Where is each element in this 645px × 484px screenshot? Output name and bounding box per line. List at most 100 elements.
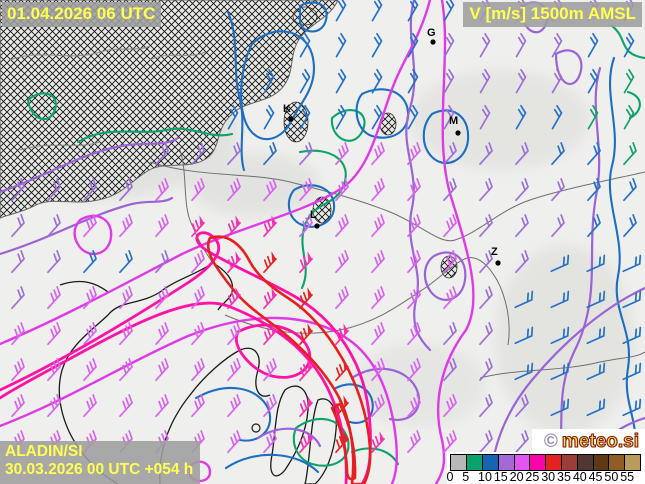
wind-barb xyxy=(155,394,169,418)
wind-barb xyxy=(263,215,277,238)
wind-barb xyxy=(155,250,169,274)
wind-barb xyxy=(119,250,133,274)
wind-barb xyxy=(155,142,169,166)
wind-barb xyxy=(407,142,421,166)
wind-barb xyxy=(227,322,241,346)
legend-swatch xyxy=(624,454,641,471)
wind-barb xyxy=(299,142,313,166)
legend-swatch xyxy=(608,454,626,471)
wind-barb xyxy=(371,32,383,58)
wind-barb xyxy=(227,287,241,310)
wind-barb xyxy=(263,104,275,130)
wind-barb xyxy=(587,68,599,94)
legend-tick-label: 15 xyxy=(493,470,508,484)
wind-barb xyxy=(371,214,385,238)
wind-barb xyxy=(263,178,277,202)
legend-number-row: 0 5 10 15 20 25 30 35 40 45 50 55 xyxy=(446,470,641,484)
wind-barb xyxy=(479,178,493,202)
legend-swatch xyxy=(482,454,499,471)
legend-swatch xyxy=(497,454,515,471)
wind-barb xyxy=(335,395,349,418)
wind-barb xyxy=(623,214,637,238)
city-markers: G M K L Z xyxy=(283,27,501,266)
legend-swatch xyxy=(592,454,610,471)
wind-barb xyxy=(191,178,205,202)
wind-barb xyxy=(586,254,606,273)
wind-barb xyxy=(622,326,642,345)
wind-barb xyxy=(479,322,493,346)
wind-barb xyxy=(407,214,421,238)
copyright-symbol: © xyxy=(543,431,558,452)
legend-swatch xyxy=(466,454,484,471)
wind-barb xyxy=(407,68,419,94)
wind-barb xyxy=(227,104,239,130)
wind-barb xyxy=(47,214,61,238)
wind-barb xyxy=(479,142,493,166)
legend-tick-label: 5 xyxy=(462,470,470,484)
model-name: ALADIN/SI xyxy=(5,442,83,460)
wind-barb xyxy=(443,430,457,454)
legend-tick-label: 10 xyxy=(478,470,492,484)
wind-barb xyxy=(550,398,570,417)
wind-barb xyxy=(550,254,570,273)
wind-barb xyxy=(371,358,385,382)
wind-barb xyxy=(299,359,313,382)
wind-barb xyxy=(11,250,25,274)
wind-barb xyxy=(515,214,529,238)
wind-barb xyxy=(299,251,313,274)
wind-speed-legend: 0 5 10 15 20 25 30 35 40 45 50 55 xyxy=(446,452,645,484)
wind-barb xyxy=(443,0,455,22)
wind-barb xyxy=(227,178,241,202)
copyright-label: © meteo.si xyxy=(531,429,645,456)
wind-barb xyxy=(515,104,527,130)
legend-swatch xyxy=(513,454,531,471)
wind-barb xyxy=(443,250,457,274)
wind-barb xyxy=(47,394,61,418)
city-dot xyxy=(495,260,501,266)
city-label: G xyxy=(427,27,436,39)
wind-barb xyxy=(443,358,457,382)
wind-barb xyxy=(407,250,421,274)
wind-barb xyxy=(407,32,419,58)
wind-barb xyxy=(83,250,97,274)
wind-barb xyxy=(443,104,455,130)
wind-barb xyxy=(514,326,534,345)
legend-swatch-row xyxy=(450,454,641,471)
wind-barb xyxy=(227,251,241,274)
wind-barb xyxy=(299,32,311,58)
wind-barb xyxy=(479,104,491,130)
city-label: Z xyxy=(491,246,498,258)
legend-tick-label: 30 xyxy=(541,470,556,484)
wind-barb xyxy=(443,178,457,202)
wind-barb xyxy=(371,68,383,94)
wind-barb xyxy=(371,250,385,274)
city-dot xyxy=(314,223,320,229)
wind-barb xyxy=(47,178,61,202)
wind-barb xyxy=(11,394,25,418)
city-label: K xyxy=(283,103,291,115)
wind-barb xyxy=(227,142,241,166)
wind-barb xyxy=(335,431,349,454)
wind-barb xyxy=(335,250,349,274)
wind-barb xyxy=(119,322,133,346)
wind-barb xyxy=(335,68,347,94)
wind-barb xyxy=(479,32,491,58)
wind-barb xyxy=(299,395,313,418)
wind-barb xyxy=(515,250,529,274)
wind-barb xyxy=(191,142,205,166)
wind-barb xyxy=(479,430,493,454)
wind-barb xyxy=(623,142,637,166)
wind-barb xyxy=(551,32,563,58)
city-dot xyxy=(288,116,294,122)
wind-barb xyxy=(47,250,61,274)
wind-barb xyxy=(299,214,313,238)
wind-barb xyxy=(335,214,349,238)
wind-barb xyxy=(11,322,25,346)
wind-barb xyxy=(371,286,385,310)
legend-swatch xyxy=(545,454,563,471)
wind-barb xyxy=(263,251,277,274)
wind-barb xyxy=(407,104,419,130)
wind-barb xyxy=(155,358,169,382)
legend-tick-label: 45 xyxy=(588,470,603,484)
